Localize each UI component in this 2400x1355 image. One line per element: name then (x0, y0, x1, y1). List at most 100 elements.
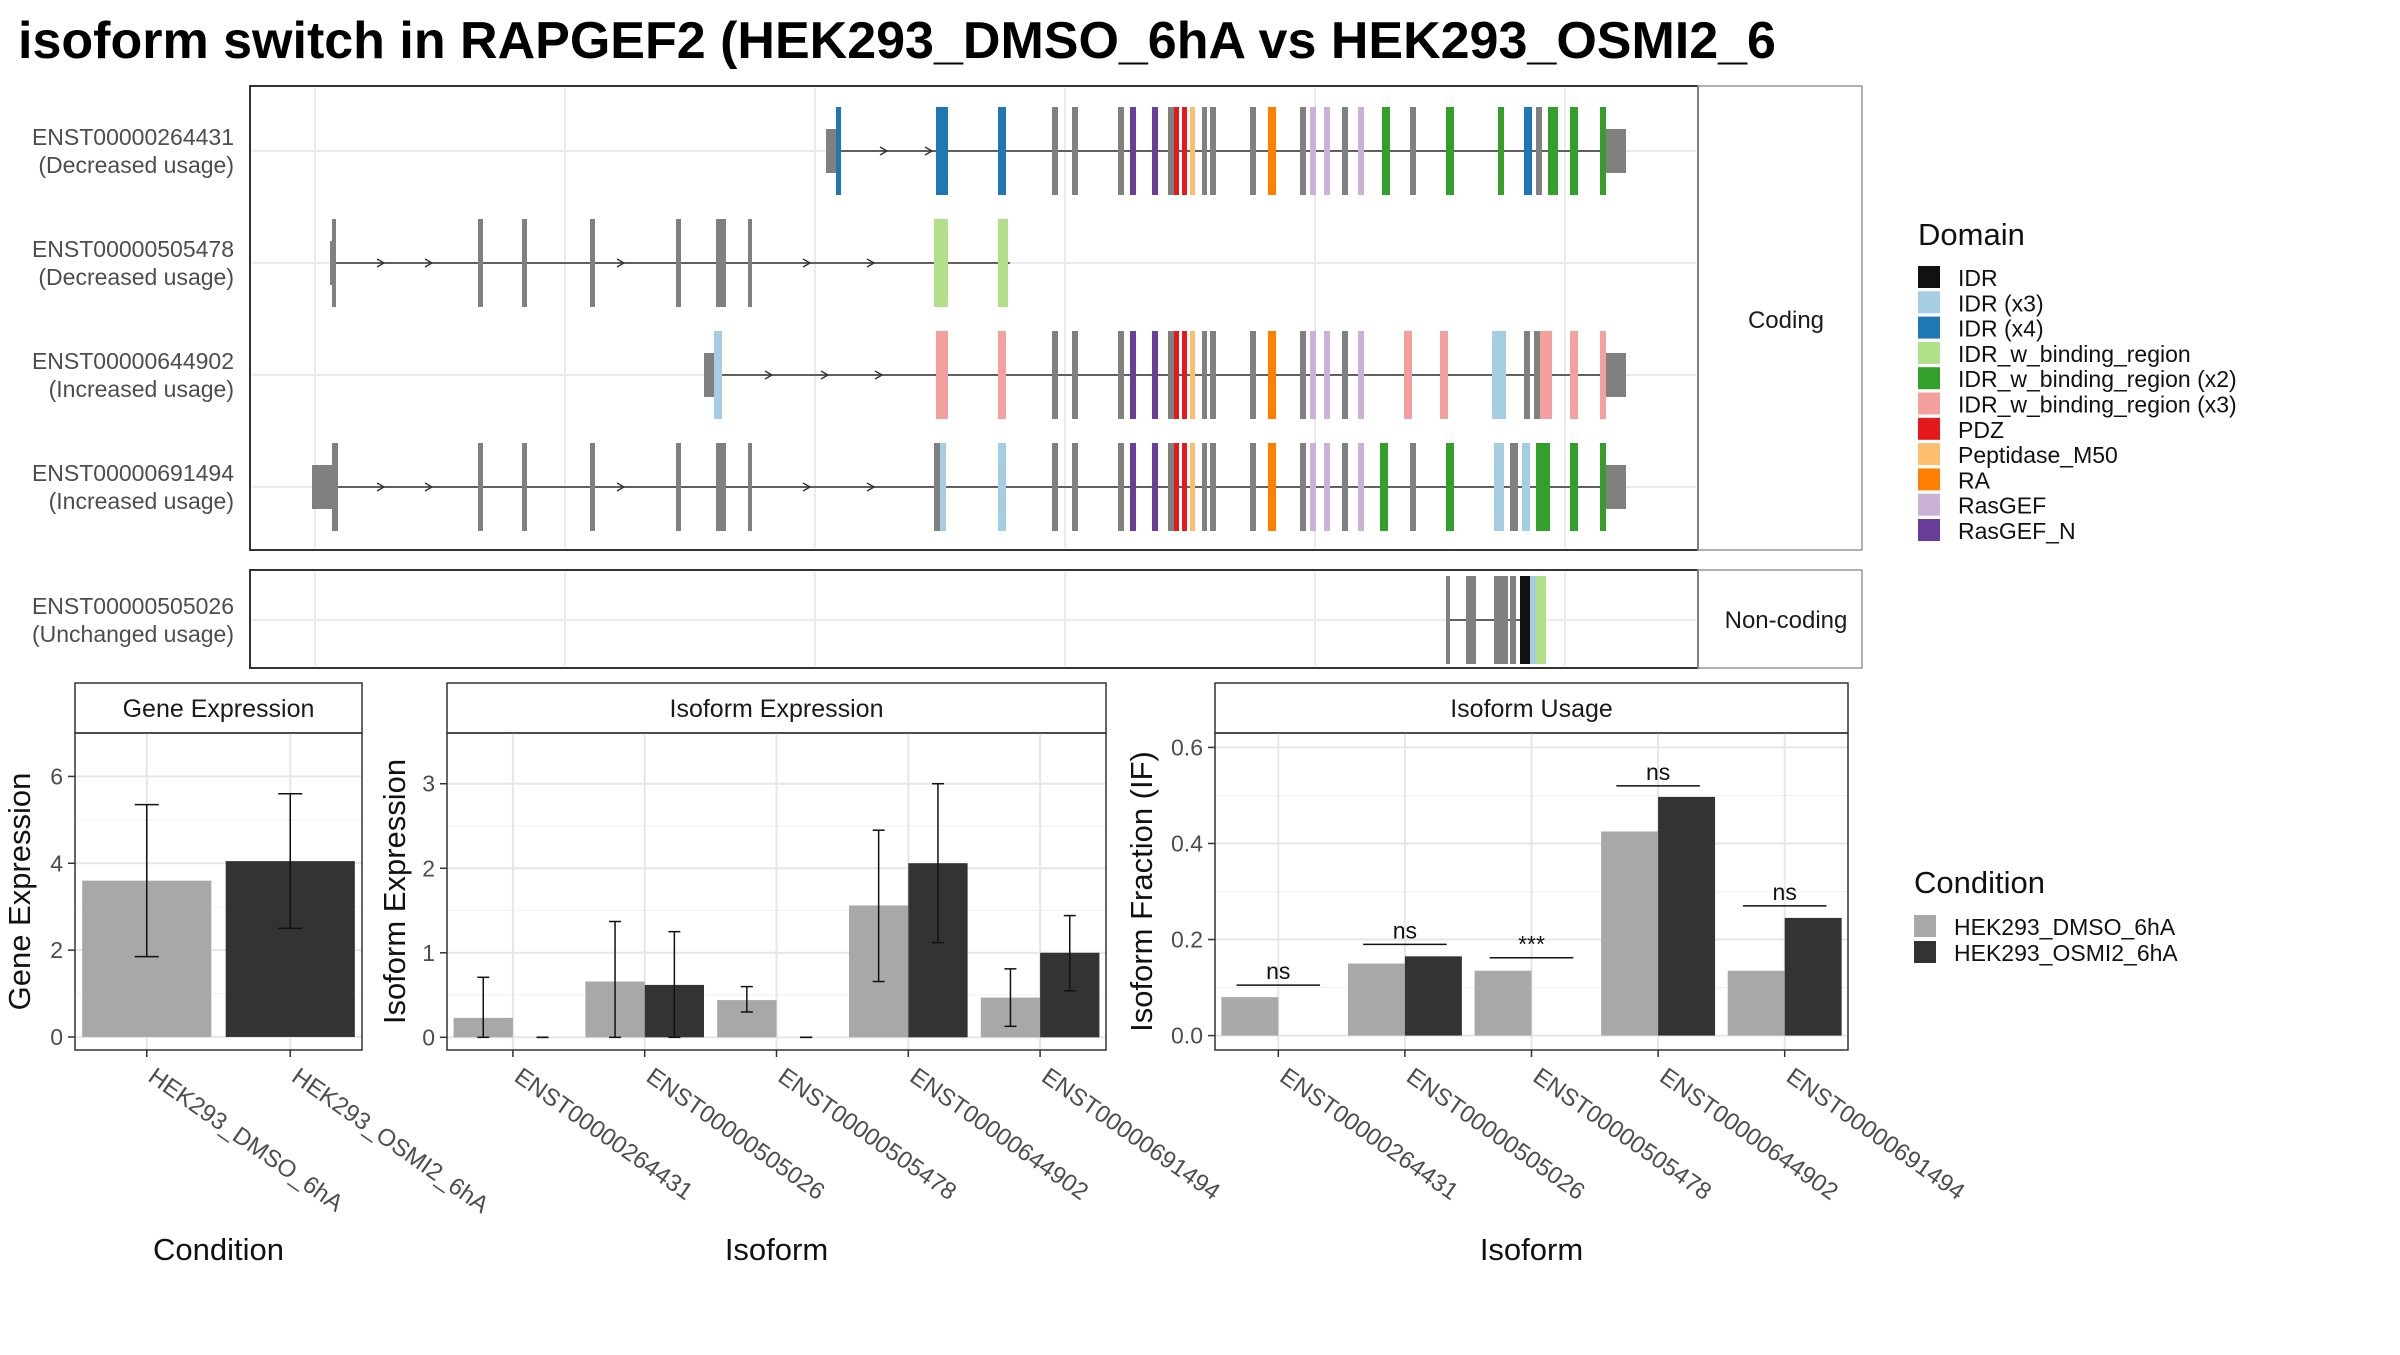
exon-block (1342, 443, 1348, 531)
utr-block (1604, 129, 1626, 173)
domain-legend-label: IDR (x3) (1958, 290, 2044, 316)
transcript-usage-label: (Increased usage) (49, 376, 234, 402)
domain-exon-block (1600, 443, 1606, 531)
domain-exon-block (1324, 107, 1330, 195)
exon-block (1052, 331, 1058, 419)
exon-block (522, 219, 527, 307)
panel-strip (1214, 682, 1849, 734)
exon-block (1446, 576, 1450, 664)
panel-title: Isoform Usage (1450, 695, 1613, 723)
significance-label: ns (1646, 759, 1670, 785)
direction-arrow (866, 258, 876, 268)
legend-swatch (1914, 915, 1936, 937)
exon-block (1250, 331, 1256, 419)
domain-exon-block (998, 219, 1008, 307)
domain-exon-block (1190, 443, 1195, 531)
exon-block (1168, 107, 1174, 195)
condition-legend-title: Condition (1914, 865, 2045, 900)
domain-exon-block (1324, 443, 1330, 531)
x-axis-title: Isoform (1480, 1232, 1583, 1267)
strip-label-noncoding: Non-coding (1725, 607, 1848, 634)
direction-arrow (802, 482, 812, 492)
domain-exon-block (1446, 443, 1454, 531)
domain-exon-block (1446, 107, 1454, 195)
domain-exon-block (1182, 331, 1187, 419)
bar (1727, 970, 1785, 1036)
domain-exon-block (1190, 331, 1195, 419)
y-tick-label: 4 (50, 850, 63, 876)
exon-block (1300, 107, 1306, 195)
exon-block (1410, 107, 1416, 195)
domain-exon-block (1600, 331, 1606, 419)
panel-strip (74, 682, 363, 734)
expression-panels: Gene Expression0246HEK293_DMSO_6hAHEK293… (2, 682, 1969, 1267)
exon-block (1466, 576, 1476, 664)
transcript-id-label: ENST00000264431 (32, 124, 234, 150)
domain-exon-block (1130, 107, 1136, 195)
direction-arrow (616, 482, 626, 492)
direction-arrow (424, 482, 434, 492)
bar (1347, 963, 1405, 1036)
domain-exon-block (940, 219, 948, 307)
exon-block (1072, 443, 1078, 531)
legend-swatch (1918, 519, 1940, 541)
domain-exon-block (1130, 443, 1136, 531)
isoform-structures: CodingNon-codingENST00000264431(Decrease… (32, 85, 1863, 669)
exon-block (1072, 331, 1078, 419)
exon-block (1524, 331, 1530, 419)
utr-block (1604, 353, 1626, 397)
legend-swatch (1918, 266, 1940, 288)
domain-legend-title: Domain (1918, 217, 2025, 252)
y-tick-label: 0 (50, 1024, 63, 1050)
exon-block (676, 443, 681, 531)
domain-exon-block (1358, 443, 1364, 531)
domain-exon-block (1600, 107, 1606, 195)
transcript-id-label: ENST00000505478 (32, 236, 234, 262)
direction-arrow (802, 258, 812, 268)
domain-exon-block (1190, 107, 1195, 195)
domain-exon-block (998, 331, 1006, 419)
exon-block (1536, 107, 1542, 195)
y-tick-label: 0 (422, 1024, 435, 1050)
domain-exon-block (1358, 107, 1364, 195)
domain-legend-label: RA (1958, 467, 1991, 493)
exon-block (676, 219, 681, 307)
domain-exon-block (934, 219, 940, 307)
domain-exon-block (1268, 107, 1276, 195)
y-tick-label: 0.2 (1171, 927, 1203, 953)
exon-block (1300, 443, 1306, 531)
exon-block (1118, 443, 1124, 531)
y-tick-label: 0.0 (1171, 1023, 1203, 1049)
domain-exon-block (1536, 443, 1550, 531)
domain-exon-block (1152, 331, 1158, 419)
y-tick-label: 6 (50, 763, 63, 789)
exon-block (1510, 443, 1518, 531)
domain-exon-block (1268, 443, 1276, 531)
y-tick-label: 3 (422, 771, 435, 797)
exon-block (1342, 107, 1348, 195)
direction-arrow (376, 482, 386, 492)
utr-block (826, 129, 836, 173)
domain-exon-block (1174, 331, 1179, 419)
exon-block (522, 443, 527, 531)
domain-legend-label: IDR_w_binding_region (1958, 341, 2191, 367)
domain-legend-label: IDR (x4) (1958, 316, 2044, 342)
coding-panel-frame (249, 85, 1699, 551)
domain-exon-block (1570, 443, 1578, 531)
panel-title: Gene Expression (123, 695, 315, 723)
utr-block (1604, 465, 1626, 509)
direction-arrow (924, 146, 934, 156)
coding-strip (1697, 85, 1863, 551)
y-tick-label: 2 (50, 937, 63, 963)
significance-label: ns (1393, 917, 1417, 943)
domain-legend-label: IDR_w_binding_region (x2) (1958, 366, 2237, 392)
y-tick-label: 2 (422, 855, 435, 881)
transcript-id-label: ENST00000691494 (32, 460, 234, 486)
exon-block (332, 219, 336, 307)
bar (1404, 956, 1462, 1036)
exon-block (1072, 107, 1078, 195)
domain-exon-block (1520, 576, 1530, 664)
exon-block (332, 443, 338, 531)
bar (1601, 831, 1659, 1036)
